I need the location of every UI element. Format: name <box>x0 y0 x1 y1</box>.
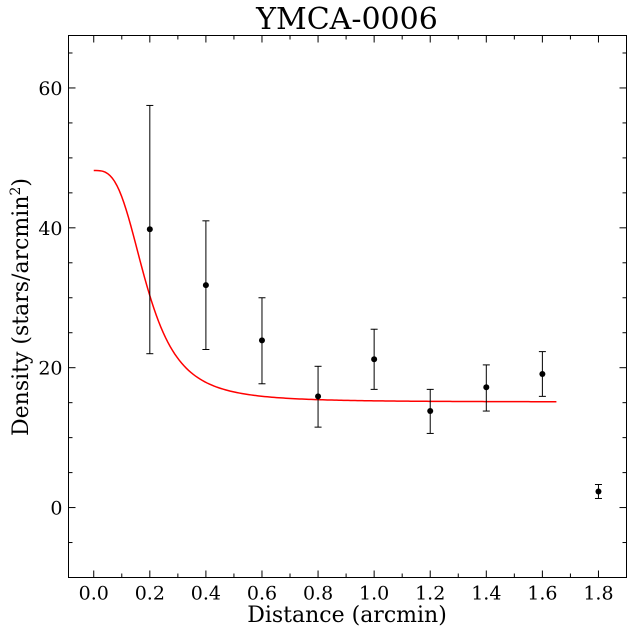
data-point <box>146 226 153 233</box>
x-tick-label: 1.0 <box>359 583 389 605</box>
data-point <box>483 384 490 391</box>
x-tick-labels: 0.0 0.2 0.4 0.6 0.8 1.0 1.2 1.4 1.6 1.8 <box>79 583 614 605</box>
data-point <box>595 488 602 495</box>
fit-curve-line <box>93 169 557 403</box>
data-point-group <box>202 220 210 351</box>
y-axis-label-superscript: 2 <box>8 187 24 196</box>
data-point-group <box>426 388 434 434</box>
x-tick-label: 1.4 <box>471 583 501 605</box>
data-point-group <box>482 364 490 412</box>
x-tick-label: 1.8 <box>583 583 613 605</box>
data-point-group <box>370 328 378 390</box>
data-points <box>146 104 602 499</box>
y-axis-label-main: Density (stars/arcmin <box>9 196 34 437</box>
y-axis-label-close: ) <box>9 178 34 187</box>
data-point <box>202 282 209 289</box>
x-tick-label: 0.6 <box>247 583 277 605</box>
data-point-group <box>146 104 154 355</box>
data-point-group <box>594 483 602 499</box>
x-tick-label: 1.2 <box>415 583 445 605</box>
y-tick-label: 60 <box>38 78 62 100</box>
data-point-group <box>314 365 322 428</box>
chart-title: YMCA-0006 <box>255 2 438 37</box>
x-tick-label: 0.2 <box>135 583 165 605</box>
major-ticks <box>68 35 627 578</box>
x-tick-label: 0.0 <box>79 583 109 605</box>
x-tick-label: 0.8 <box>303 583 333 605</box>
y-tick-label: 20 <box>38 358 62 380</box>
x-tick-label: 1.6 <box>527 583 557 605</box>
y-tick-labels: 0 20 40 60 <box>38 78 62 520</box>
plot-frame <box>68 35 627 578</box>
data-point-group <box>538 351 546 397</box>
x-tick-label: 0.4 <box>191 583 221 605</box>
y-tick-label: 0 <box>50 498 62 520</box>
data-point <box>539 370 546 377</box>
data-point <box>258 337 265 344</box>
data-point <box>315 393 322 400</box>
data-point <box>427 408 434 415</box>
y-tick-label: 40 <box>38 218 62 240</box>
data-point <box>371 356 378 363</box>
minor-ticks <box>68 35 627 578</box>
y-axis-label: Density (stars/arcmin2) <box>8 178 34 436</box>
data-point-group <box>258 297 266 385</box>
x-axis-label: Distance (arcmin) <box>247 603 447 628</box>
